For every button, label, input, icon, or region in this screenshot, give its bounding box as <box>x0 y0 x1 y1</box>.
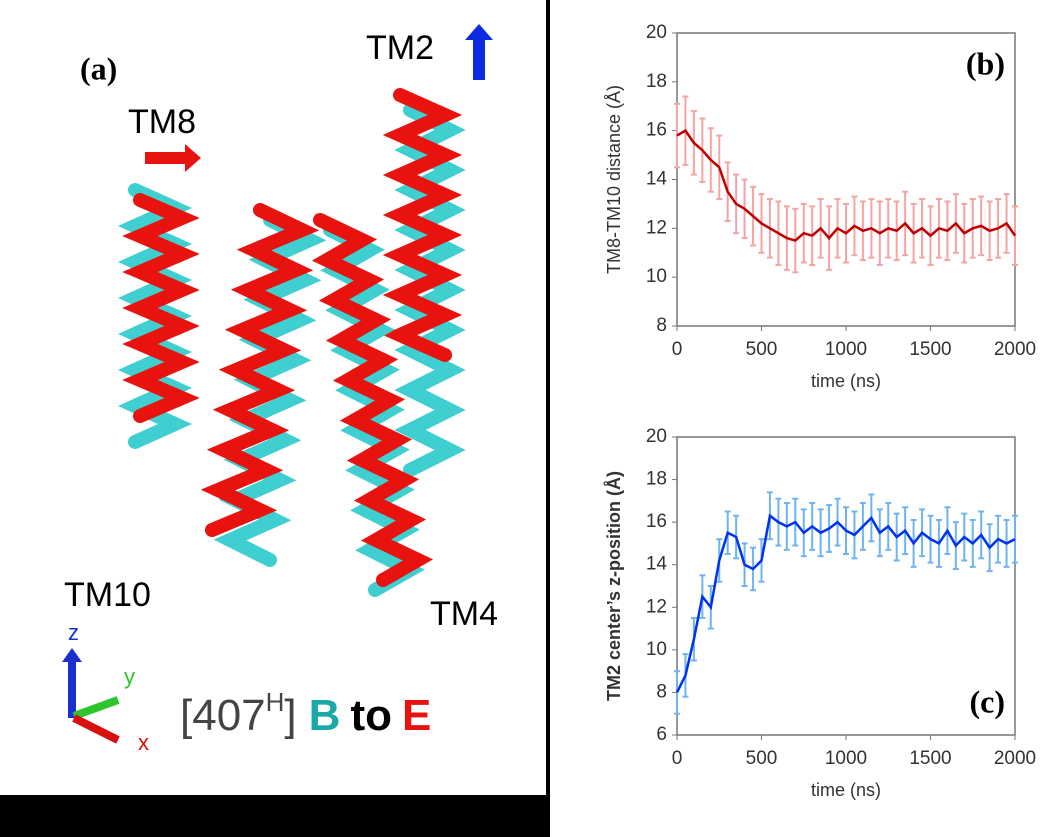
y-tick-label: 12 <box>646 217 667 238</box>
y-tick-label: 20 <box>646 426 667 447</box>
y-tick-label: 14 <box>646 554 668 575</box>
x-tick-label: 1000 <box>825 748 867 769</box>
y-tick-label: 8 <box>656 681 667 702</box>
y-tick-label: 6 <box>656 724 667 745</box>
caption-b: B <box>309 691 341 740</box>
x-axis-label: time (ns) <box>811 371 881 391</box>
caption-part: ] <box>284 691 296 740</box>
data-line <box>676 129 1017 242</box>
y-tick-label: 18 <box>646 469 667 490</box>
panel-label: (a) <box>80 50 117 86</box>
caption-e: E <box>402 691 431 740</box>
x-tick-label: 2000 <box>994 748 1036 769</box>
x-tick-label: 1500 <box>909 339 951 360</box>
panel-label: (c) <box>969 683 1005 719</box>
panel-label: (b) <box>966 45 1005 81</box>
x-tick-label: 0 <box>672 339 683 360</box>
plot-frame <box>676 32 1016 327</box>
y-tick-label: 16 <box>646 511 667 532</box>
y-axis-label: TM8-TM10 distance (Å) <box>604 85 624 274</box>
y-tick-label: 10 <box>646 639 667 660</box>
helix-label: TM2 <box>366 29 434 67</box>
arrow-right <box>145 144 201 172</box>
helices <box>117 88 466 597</box>
axes-icon <box>62 648 120 744</box>
x-tick-label: 500 <box>746 339 778 360</box>
y-tick-label: 10 <box>646 266 667 287</box>
helix-label: TM4 <box>430 595 498 633</box>
y-tick-label: 8 <box>656 315 667 336</box>
y-tick-label: 14 <box>646 169 668 190</box>
x-tick-label: 500 <box>746 748 778 769</box>
x-tick-label: 1000 <box>825 339 867 360</box>
y-tick-label: 20 <box>646 22 667 43</box>
x-tick-label: 0 <box>672 748 683 769</box>
axis-letter: x <box>138 730 149 755</box>
caption-part: [407 <box>180 691 266 740</box>
divider <box>546 0 550 837</box>
x-tick-label: 1500 <box>909 748 951 769</box>
x-tick-label: 2000 <box>994 339 1036 360</box>
black-bar <box>0 795 548 837</box>
y-tick-label: 18 <box>646 71 667 92</box>
y-tick-label: 16 <box>646 120 667 141</box>
caption-to: to <box>350 691 392 740</box>
helix-label: TM8 <box>128 103 196 141</box>
caption-sup: H <box>266 687 285 717</box>
arrow-up <box>465 24 493 80</box>
y-tick-label: 12 <box>646 596 667 617</box>
y-axis-label: TM2 center’s z-position (Å) <box>604 471 624 701</box>
axis-letter: y <box>124 664 135 689</box>
data-line <box>675 513 1016 693</box>
plot-frame <box>676 436 1016 736</box>
x-axis-label: time (ns) <box>811 780 881 800</box>
axis-letter: z <box>68 620 79 645</box>
helix-label: TM10 <box>64 576 151 614</box>
